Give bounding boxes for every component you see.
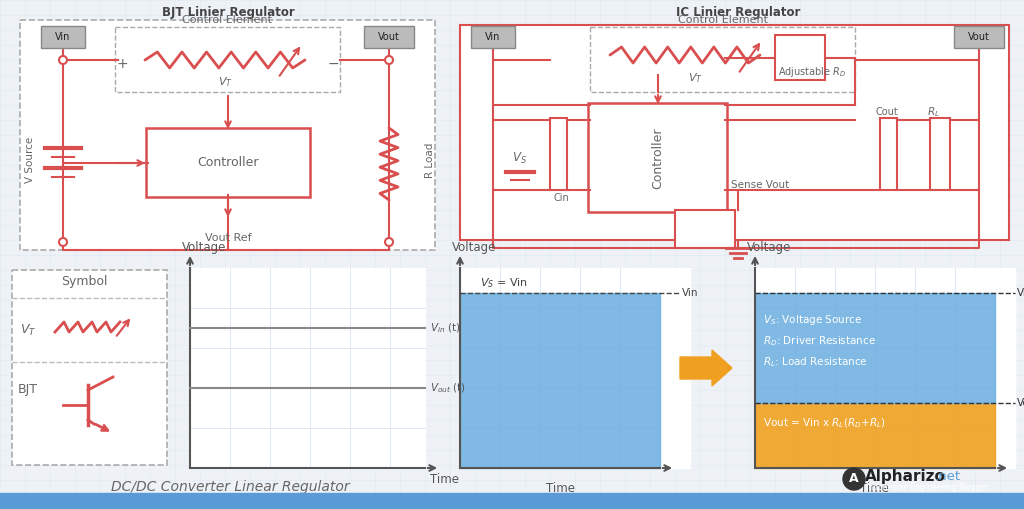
Circle shape xyxy=(385,56,393,64)
Text: $R_L$: Load Resistance: $R_L$: Load Resistance xyxy=(763,355,867,369)
Text: Controller: Controller xyxy=(198,156,259,169)
Circle shape xyxy=(843,468,865,490)
FancyBboxPatch shape xyxy=(41,26,85,48)
Text: IC Linier Regulator: IC Linier Regulator xyxy=(676,6,800,18)
Text: BJT: BJT xyxy=(18,383,38,397)
FancyBboxPatch shape xyxy=(588,103,727,212)
Text: Vin: Vin xyxy=(55,32,71,42)
FancyBboxPatch shape xyxy=(954,26,1004,48)
Text: A: A xyxy=(849,472,859,486)
Bar xyxy=(460,293,660,468)
Text: $V_T$: $V_T$ xyxy=(217,75,232,89)
Text: BJT Linier Regulator: BJT Linier Regulator xyxy=(162,6,294,18)
Text: $V_T$: $V_T$ xyxy=(687,71,702,85)
FancyBboxPatch shape xyxy=(460,25,1009,240)
FancyBboxPatch shape xyxy=(471,26,515,48)
Text: Adjustable $R_D$: Adjustable $R_D$ xyxy=(778,65,846,79)
Text: Indonesian Engineering Blogger: Indonesian Engineering Blogger xyxy=(866,484,988,493)
Bar xyxy=(190,268,425,468)
Text: Time: Time xyxy=(546,482,574,495)
Text: Vin: Vin xyxy=(1017,288,1024,298)
Text: $V_{out}$ (t): $V_{out}$ (t) xyxy=(430,381,466,395)
Text: Time: Time xyxy=(860,482,890,495)
FancyBboxPatch shape xyxy=(20,20,435,250)
Bar xyxy=(0,493,1024,509)
Text: Vout Ref: Vout Ref xyxy=(205,233,251,243)
Text: Cin: Cin xyxy=(554,193,569,203)
Text: −: − xyxy=(328,57,339,71)
Text: Symbol: Symbol xyxy=(60,275,108,289)
Text: .net: .net xyxy=(935,469,962,483)
Circle shape xyxy=(59,238,67,246)
Text: Sense Vout: Sense Vout xyxy=(731,180,790,190)
Bar xyxy=(775,35,825,80)
Bar xyxy=(930,118,950,190)
Text: Alpharizo: Alpharizo xyxy=(865,468,946,484)
Text: Voltage: Voltage xyxy=(746,241,792,254)
FancyBboxPatch shape xyxy=(364,26,414,48)
Text: DC/DC Converter Linear Regulator: DC/DC Converter Linear Regulator xyxy=(111,480,349,494)
Text: $V_S$: $V_S$ xyxy=(512,151,527,165)
Circle shape xyxy=(59,56,67,64)
Text: V Source: V Source xyxy=(25,137,35,183)
Text: Vout: Vout xyxy=(968,32,990,42)
Circle shape xyxy=(385,238,393,246)
Bar xyxy=(755,268,1015,468)
Text: R Load: R Load xyxy=(425,143,435,178)
FancyArrow shape xyxy=(680,350,732,386)
Bar xyxy=(755,293,995,403)
Text: Vout: Vout xyxy=(1017,398,1024,408)
FancyBboxPatch shape xyxy=(115,27,340,92)
Text: $V_S$ = Vin: $V_S$ = Vin xyxy=(480,276,528,290)
Text: Control Element: Control Element xyxy=(678,15,768,25)
Text: +: + xyxy=(116,57,128,71)
Text: Voltage: Voltage xyxy=(452,241,497,254)
Text: Vin: Vin xyxy=(682,288,698,298)
Text: $V_T$: $V_T$ xyxy=(19,322,36,337)
FancyBboxPatch shape xyxy=(590,27,855,92)
Bar xyxy=(460,268,690,468)
FancyBboxPatch shape xyxy=(146,128,310,197)
Bar xyxy=(675,210,735,248)
Text: Vin: Vin xyxy=(485,32,501,42)
Bar xyxy=(880,118,897,190)
Text: Control Element: Control Element xyxy=(182,15,272,25)
Text: Cout: Cout xyxy=(874,107,898,117)
Bar xyxy=(755,403,995,468)
FancyBboxPatch shape xyxy=(12,270,167,465)
Text: Vout = Vin x $R_L$($R_D$+$R_L$): Vout = Vin x $R_L$($R_D$+$R_L$) xyxy=(763,416,886,430)
Text: Controller: Controller xyxy=(651,127,665,189)
Text: $V_S$: Voltage Source: $V_S$: Voltage Source xyxy=(763,313,862,327)
Text: $R_L$: $R_L$ xyxy=(927,105,940,119)
Text: Time: Time xyxy=(430,473,460,486)
Bar xyxy=(550,118,567,190)
Text: Vout: Vout xyxy=(378,32,400,42)
Text: $V_{in}$ (t): $V_{in}$ (t) xyxy=(430,321,461,335)
Text: $R_D$: Driver Resistance: $R_D$: Driver Resistance xyxy=(763,334,876,348)
Text: Voltage: Voltage xyxy=(182,241,226,254)
